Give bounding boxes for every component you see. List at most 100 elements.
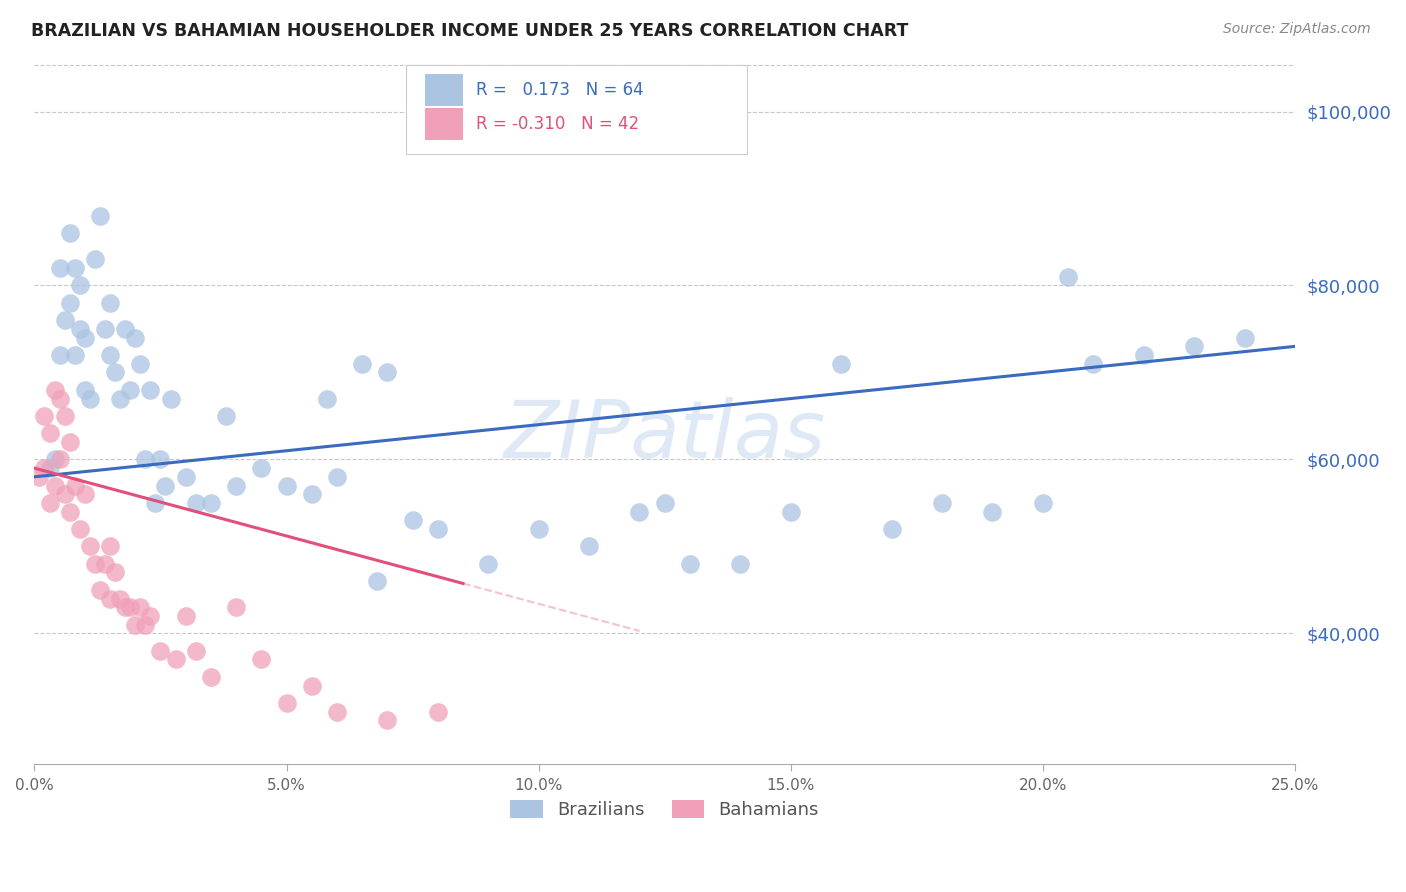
Point — [225, 478, 247, 492]
Point — [145, 496, 167, 510]
Point — [155, 478, 177, 492]
Point — [108, 392, 131, 406]
Point — [89, 209, 111, 223]
Point — [53, 409, 76, 423]
Point — [108, 591, 131, 606]
Point — [250, 461, 273, 475]
Point — [830, 357, 852, 371]
Point — [129, 357, 152, 371]
Text: BRAZILIAN VS BAHAMIAN HOUSEHOLDER INCOME UNDER 25 YEARS CORRELATION CHART: BRAZILIAN VS BAHAMIAN HOUSEHOLDER INCOME… — [31, 22, 908, 40]
Point — [59, 435, 82, 450]
Point — [134, 452, 156, 467]
Point — [931, 496, 953, 510]
Point — [276, 478, 298, 492]
Point — [48, 261, 70, 276]
Point — [48, 348, 70, 362]
Text: ZIPatlas: ZIPatlas — [503, 397, 825, 475]
FancyBboxPatch shape — [425, 74, 463, 106]
Point — [200, 496, 222, 510]
Point — [377, 714, 399, 728]
Point — [134, 617, 156, 632]
Point — [44, 478, 66, 492]
Point — [34, 409, 56, 423]
Point — [477, 557, 499, 571]
Point — [69, 322, 91, 336]
Legend: Brazilians, Bahamians: Brazilians, Bahamians — [503, 792, 827, 826]
Point — [120, 383, 142, 397]
Point — [44, 452, 66, 467]
Point — [326, 470, 349, 484]
Point — [426, 705, 449, 719]
Point — [104, 566, 127, 580]
Point — [250, 652, 273, 666]
Point — [63, 261, 86, 276]
Point — [981, 505, 1004, 519]
Point — [48, 452, 70, 467]
Point — [1182, 339, 1205, 353]
Point — [34, 461, 56, 475]
Point — [73, 331, 96, 345]
Point — [366, 574, 388, 589]
Point — [114, 322, 136, 336]
Point — [63, 348, 86, 362]
Point — [98, 296, 121, 310]
Point — [1057, 269, 1080, 284]
Point — [69, 278, 91, 293]
Point — [38, 461, 60, 475]
Point — [139, 609, 162, 624]
Point — [124, 331, 146, 345]
FancyBboxPatch shape — [425, 108, 463, 140]
Point — [200, 670, 222, 684]
Point — [527, 522, 550, 536]
Point — [1233, 331, 1256, 345]
Point — [578, 540, 600, 554]
Point — [73, 487, 96, 501]
Point — [315, 392, 337, 406]
Point — [89, 582, 111, 597]
Point — [165, 652, 187, 666]
Point — [225, 600, 247, 615]
Point — [53, 313, 76, 327]
Point — [426, 522, 449, 536]
Point — [114, 600, 136, 615]
Point — [174, 470, 197, 484]
Point — [98, 591, 121, 606]
Point — [98, 540, 121, 554]
Point — [654, 496, 676, 510]
Point — [301, 679, 323, 693]
Point — [83, 557, 105, 571]
Point — [779, 505, 801, 519]
Point — [184, 496, 207, 510]
Point — [38, 426, 60, 441]
Point — [98, 348, 121, 362]
Point — [48, 392, 70, 406]
FancyBboxPatch shape — [406, 65, 747, 154]
Point — [124, 617, 146, 632]
Point — [628, 505, 651, 519]
Point — [104, 366, 127, 380]
Point — [28, 470, 51, 484]
Point — [63, 478, 86, 492]
Point — [44, 383, 66, 397]
Point — [159, 392, 181, 406]
Point — [301, 487, 323, 501]
Point — [679, 557, 702, 571]
Point — [149, 452, 172, 467]
Text: Source: ZipAtlas.com: Source: ZipAtlas.com — [1223, 22, 1371, 37]
Point — [59, 505, 82, 519]
Point — [94, 557, 117, 571]
Text: R =   0.173   N = 64: R = 0.173 N = 64 — [475, 81, 643, 99]
Point — [53, 487, 76, 501]
Point — [730, 557, 752, 571]
Point — [1132, 348, 1154, 362]
Point — [38, 496, 60, 510]
Point — [149, 644, 172, 658]
Point — [184, 644, 207, 658]
Point — [69, 522, 91, 536]
Point — [1083, 357, 1105, 371]
Point — [83, 252, 105, 267]
Point — [174, 609, 197, 624]
Point — [401, 513, 423, 527]
Point — [79, 540, 101, 554]
Point — [352, 357, 374, 371]
